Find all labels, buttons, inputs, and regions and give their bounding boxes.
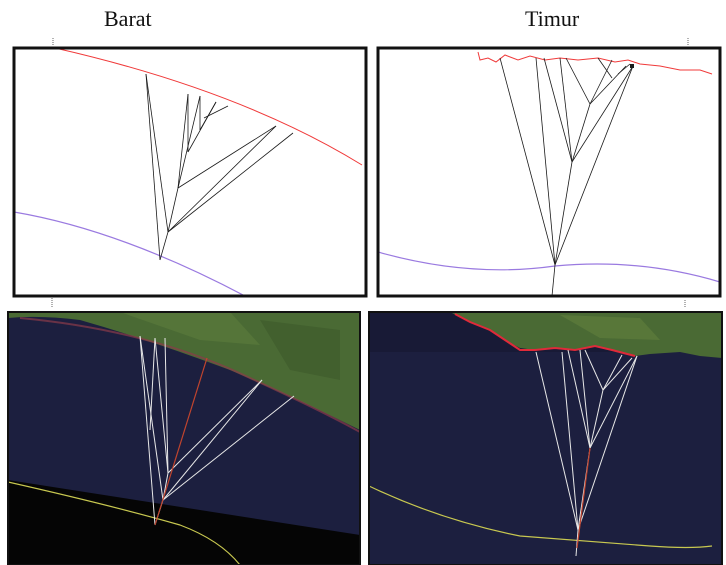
panel-frame [7,311,361,565]
baseline-line [369,485,713,549]
transect-network [139,335,295,526]
panel-east-imagery [368,311,723,565]
coastline-line [454,313,636,357]
center-transect-line [576,447,591,549]
transect-network [145,73,294,261]
transect-network [499,57,634,296]
baseline-line [14,211,246,296]
panel-frame [376,46,722,298]
baseline-line [8,481,241,565]
center-transect-line [154,357,208,526]
panel-east-plot [376,46,722,298]
coastline-line [477,51,713,75]
panel-label-west: Barat [104,6,152,31]
corner-marks [51,38,689,308]
panel-frame [12,46,368,298]
coastline-line [54,48,363,166]
panel-label-east: Timur [525,6,580,31]
panel-west-plot [12,46,368,298]
land-area [450,312,722,358]
panel-west-imagery [7,311,361,565]
coastline-line [19,317,360,433]
land-area [8,312,360,430]
panel-frame [368,311,723,565]
